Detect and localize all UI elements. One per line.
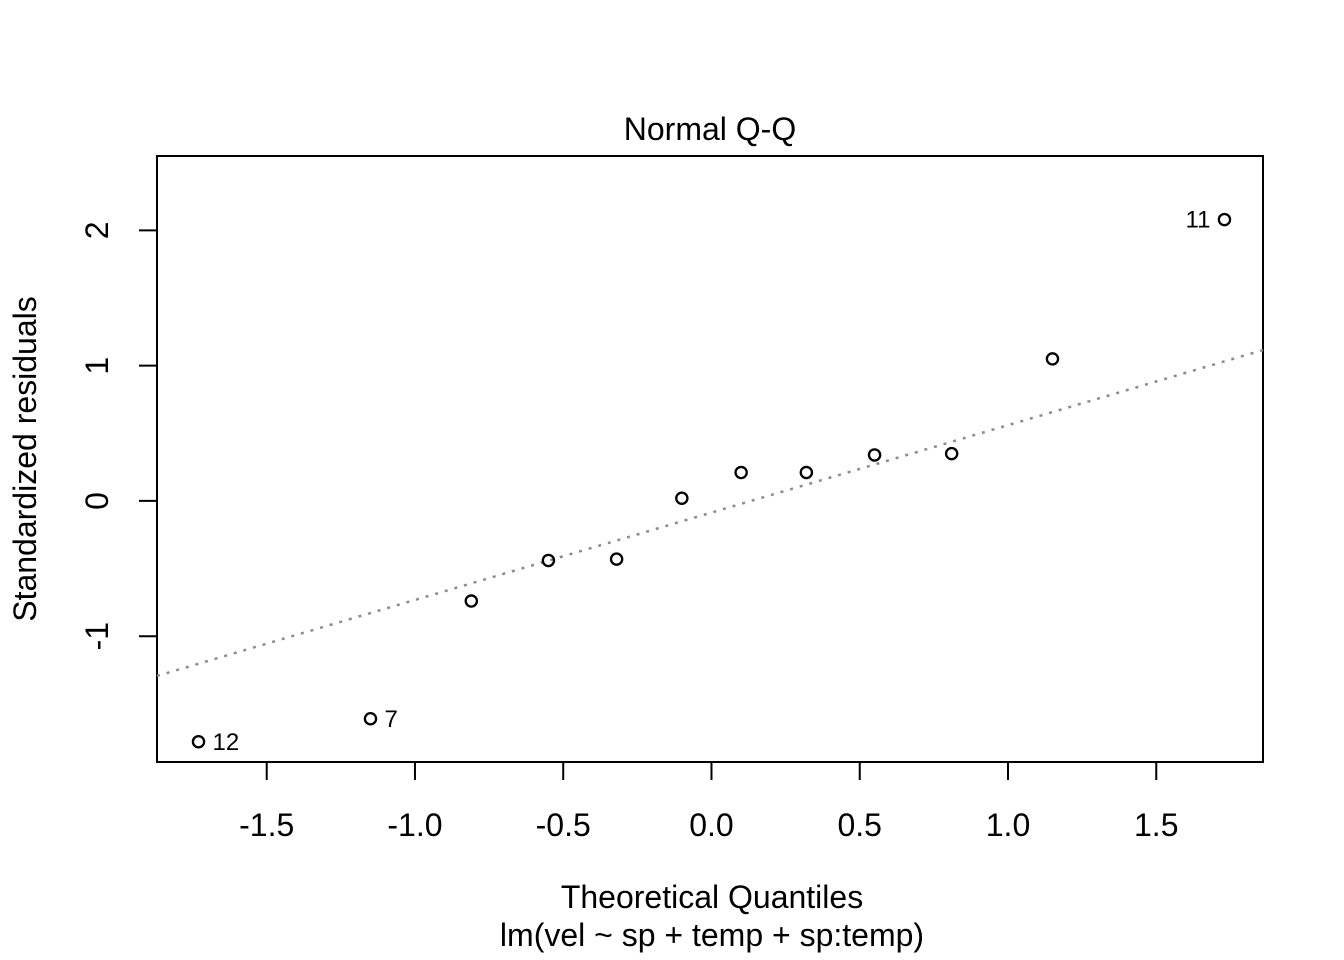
point-label: 7 [384, 706, 397, 733]
data-point [675, 491, 689, 505]
y-tick-label: 2 [79, 221, 115, 239]
point-label: 11 [1186, 207, 1211, 234]
x-axis-sublabel: lm(vel ~ sp + temp + sp:temp) [500, 917, 924, 953]
data-point [734, 465, 748, 480]
x-tick-label: -0.5 [536, 807, 591, 843]
data-point [191, 734, 206, 749]
data-point [541, 553, 556, 568]
x-tick-label: -1.0 [387, 807, 442, 843]
data-point [1217, 212, 1232, 227]
x-tick-label: -1.5 [239, 807, 294, 843]
chart-title: Normal Q-Q [624, 111, 796, 147]
point-label: 12 [213, 729, 240, 756]
x-tick-label: 0.5 [837, 807, 881, 843]
data-point [609, 552, 624, 566]
x-tick-label: 0.0 [689, 807, 733, 843]
plot-border [156, 155, 1264, 763]
x-tick-label: 1.5 [1134, 807, 1178, 843]
y-tick-label: -1 [79, 622, 115, 650]
data-point [944, 446, 959, 461]
data-point [799, 465, 814, 480]
y-tick-label: 0 [79, 492, 115, 510]
x-axis-label: Theoretical Quantiles [561, 879, 863, 915]
data-point [867, 448, 882, 462]
y-tick-label: 1 [79, 357, 115, 375]
y-axis-label: Standardized residuals [7, 296, 43, 622]
reference-line [156, 348, 1264, 678]
data-point [363, 711, 378, 726]
data-point [1045, 352, 1060, 366]
x-tick-label: 1.0 [986, 807, 1030, 843]
data-point [464, 594, 479, 608]
